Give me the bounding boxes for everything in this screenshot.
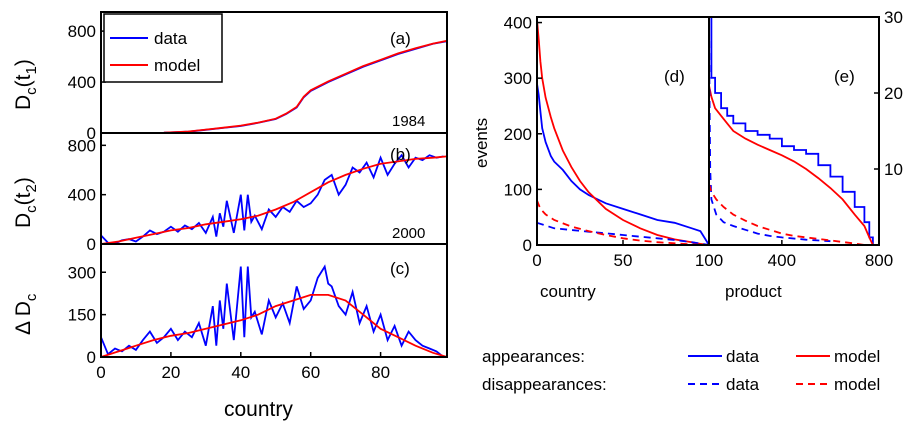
panel-a-annotation: 1984 bbox=[392, 113, 425, 130]
panel-c-series-1 bbox=[100, 294, 448, 358]
panel-a-plot: 0 400 800 bbox=[68, 22, 448, 143]
panel-c-xtick-label-2: 40 bbox=[231, 363, 250, 382]
panel-e: 10 20 30 100 400 800 (e) product bbox=[695, 8, 903, 301]
bottom-legend: appearances: data model disappearances: … bbox=[482, 347, 880, 394]
panel-a-series-1 bbox=[163, 39, 448, 134]
panel-e-ytick-label-2: 30 bbox=[884, 8, 903, 27]
panel-b-ytick-label-0: 0 bbox=[87, 235, 96, 254]
panel-a-ytick-label-1: 400 bbox=[68, 73, 96, 92]
legend-disappearances-data-label: data bbox=[726, 375, 760, 394]
panel-e-plot: 10 20 30 100 400 800 bbox=[695, 8, 903, 270]
panel-e-series-0 bbox=[709, 16, 874, 245]
panel-e-series-3 bbox=[708, 183, 865, 246]
panel-b: 0 400 800 (b) 2000 Dc(t2) bbox=[12, 132, 448, 254]
panel-e-xlabel: product bbox=[725, 282, 782, 301]
panel-a: 0 400 800 (a) 1984 data model Dc(t1) bbox=[12, 11, 448, 143]
panel-c-xtick-label-4: 80 bbox=[371, 363, 390, 382]
panel-e-xtick-label-2: 800 bbox=[865, 251, 893, 270]
panel-c-frame bbox=[100, 243, 448, 358]
panel-d-series-0 bbox=[536, 83, 710, 246]
panel-d-ytick-label-0: 0 bbox=[523, 236, 532, 255]
panel-c: 0 150 300 0 20 40 60 80 (c) country Δ Dc bbox=[12, 243, 448, 421]
panel-e-ytick-label-0: 10 bbox=[884, 160, 903, 179]
panel-d-plot: 0 100 200 300 400 0 50 bbox=[504, 14, 710, 270]
panel-c-ytick-label-1: 150 bbox=[68, 306, 96, 325]
panel-c-series-0 bbox=[100, 264, 445, 358]
panel-b-plot: 0 400 800 bbox=[68, 136, 448, 254]
legend-box bbox=[103, 13, 223, 83]
panel-e-frame bbox=[708, 16, 880, 246]
panel-d-xtick-label-1: 50 bbox=[614, 251, 633, 270]
panel-d-ytick-label-2: 200 bbox=[504, 125, 532, 144]
panel-d-ylabel: events bbox=[472, 118, 491, 168]
panel-c-ylabel: Δ Dc bbox=[12, 293, 40, 335]
panel-a-ylabel: Dc(t1) bbox=[12, 59, 40, 110]
legend-appearances-model-label: model bbox=[834, 347, 880, 366]
panel-a-ytick-label-0: 0 bbox=[87, 124, 96, 143]
panel-c-xlabel: country bbox=[224, 398, 293, 421]
panel-d-label: (d) bbox=[664, 67, 685, 86]
panel-d-series-3 bbox=[536, 200, 710, 246]
panel-c-plot: 0 150 300 0 20 40 60 80 bbox=[68, 263, 448, 382]
panel-d-ytick-label-3: 300 bbox=[504, 69, 532, 88]
legend-disappearances-model-label: model bbox=[834, 375, 880, 394]
legend-appearances-label: appearances: bbox=[482, 347, 585, 366]
panel-d-ytick-label-1: 100 bbox=[504, 180, 532, 199]
panel-d-series-1 bbox=[536, 19, 710, 246]
legend-appearances-data-label: data bbox=[726, 347, 760, 366]
panel-c-label: (c) bbox=[390, 259, 410, 278]
legend-disappearances-label: disappearances: bbox=[482, 375, 607, 394]
panel-d-series-2 bbox=[536, 221, 710, 246]
panel-b-ytick-label-2: 800 bbox=[68, 136, 96, 155]
panel-e-xtick-label-0: 100 bbox=[695, 251, 723, 270]
panel-e-series-1 bbox=[708, 85, 874, 246]
panel-b-annotation: 2000 bbox=[392, 225, 425, 242]
panel-c-ytick-label-0: 0 bbox=[87, 348, 96, 367]
panel-a-legend: data model bbox=[103, 13, 223, 83]
panel-e-series-2 bbox=[708, 16, 831, 243]
panel-e-ytick-label-1: 20 bbox=[884, 84, 903, 103]
panel-e-label: (e) bbox=[834, 67, 855, 86]
panel-d-xtick-label-0: 0 bbox=[532, 251, 541, 270]
panel-b-label: (b) bbox=[390, 145, 411, 164]
panel-b-ylabel: Dc(t2) bbox=[12, 177, 40, 228]
panel-c-xtick-label-1: 20 bbox=[161, 363, 180, 382]
panel-b-series-1 bbox=[100, 155, 448, 245]
legend-model-label: model bbox=[154, 56, 200, 75]
panel-d-frame bbox=[536, 16, 710, 246]
panel-c-ytick-label-2: 300 bbox=[68, 263, 96, 282]
panel-d: 0 100 200 300 400 0 50 (d) country events bbox=[472, 14, 710, 301]
panel-d-xlabel: country bbox=[540, 282, 596, 301]
panel-a-label: (a) bbox=[390, 29, 411, 48]
panel-b-ytick-label-1: 400 bbox=[68, 186, 96, 205]
panel-a-ytick-label-2: 800 bbox=[68, 22, 96, 41]
panel-e-xtick-label-1: 400 bbox=[768, 251, 796, 270]
legend-data-label: data bbox=[154, 29, 188, 48]
panel-c-xtick-label-0: 0 bbox=[96, 363, 105, 382]
panel-d-ytick-label-4: 400 bbox=[504, 14, 532, 33]
panel-c-xtick-label-3: 60 bbox=[301, 363, 320, 382]
